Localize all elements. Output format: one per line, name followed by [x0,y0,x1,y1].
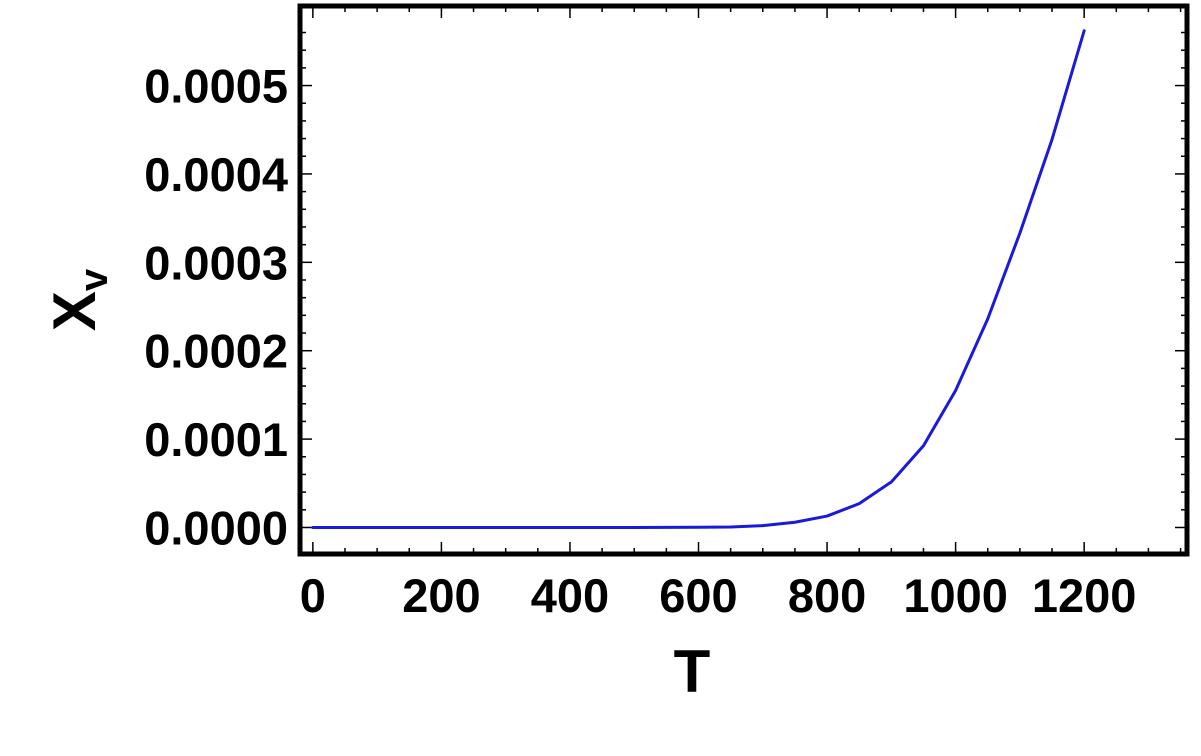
x-tick-label: 200 [402,569,480,622]
x-tick-label: 400 [531,569,609,622]
series-line [311,29,1086,529]
y-axis-label: Xv [41,268,116,331]
x-tick-label: 0 [300,569,326,622]
svg-text:Xv: Xv [41,268,116,331]
y-tick-label: 0.0003 [144,236,288,289]
plot-frame [297,3,1190,557]
tick-labels: 0 200 400 600 800 1000 1200 0.0000 0.0001 0.0002 0… [144,60,1136,622]
x-axis-label: T [674,638,711,705]
y-axis-label-main: X [41,291,108,331]
y-tick-label: 0.0004 [144,148,288,201]
plot-frame-border [297,3,1190,557]
y-tick-label: 0.0005 [144,60,288,113]
x-tick-label: 600 [659,569,737,622]
x-tick-label: 1000 [903,569,1008,622]
y-axis-label-subscript: v [72,268,116,291]
y-tick-label: 0.0001 [144,413,288,466]
y-tick-label: 0.0002 [144,325,288,378]
x-tick-label: 1200 [1032,569,1137,622]
y-tick-label: 0.0000 [144,501,288,554]
series-lines [311,29,1086,529]
x-tick-label: 800 [788,569,866,622]
axis-ticks [300,6,1187,554]
